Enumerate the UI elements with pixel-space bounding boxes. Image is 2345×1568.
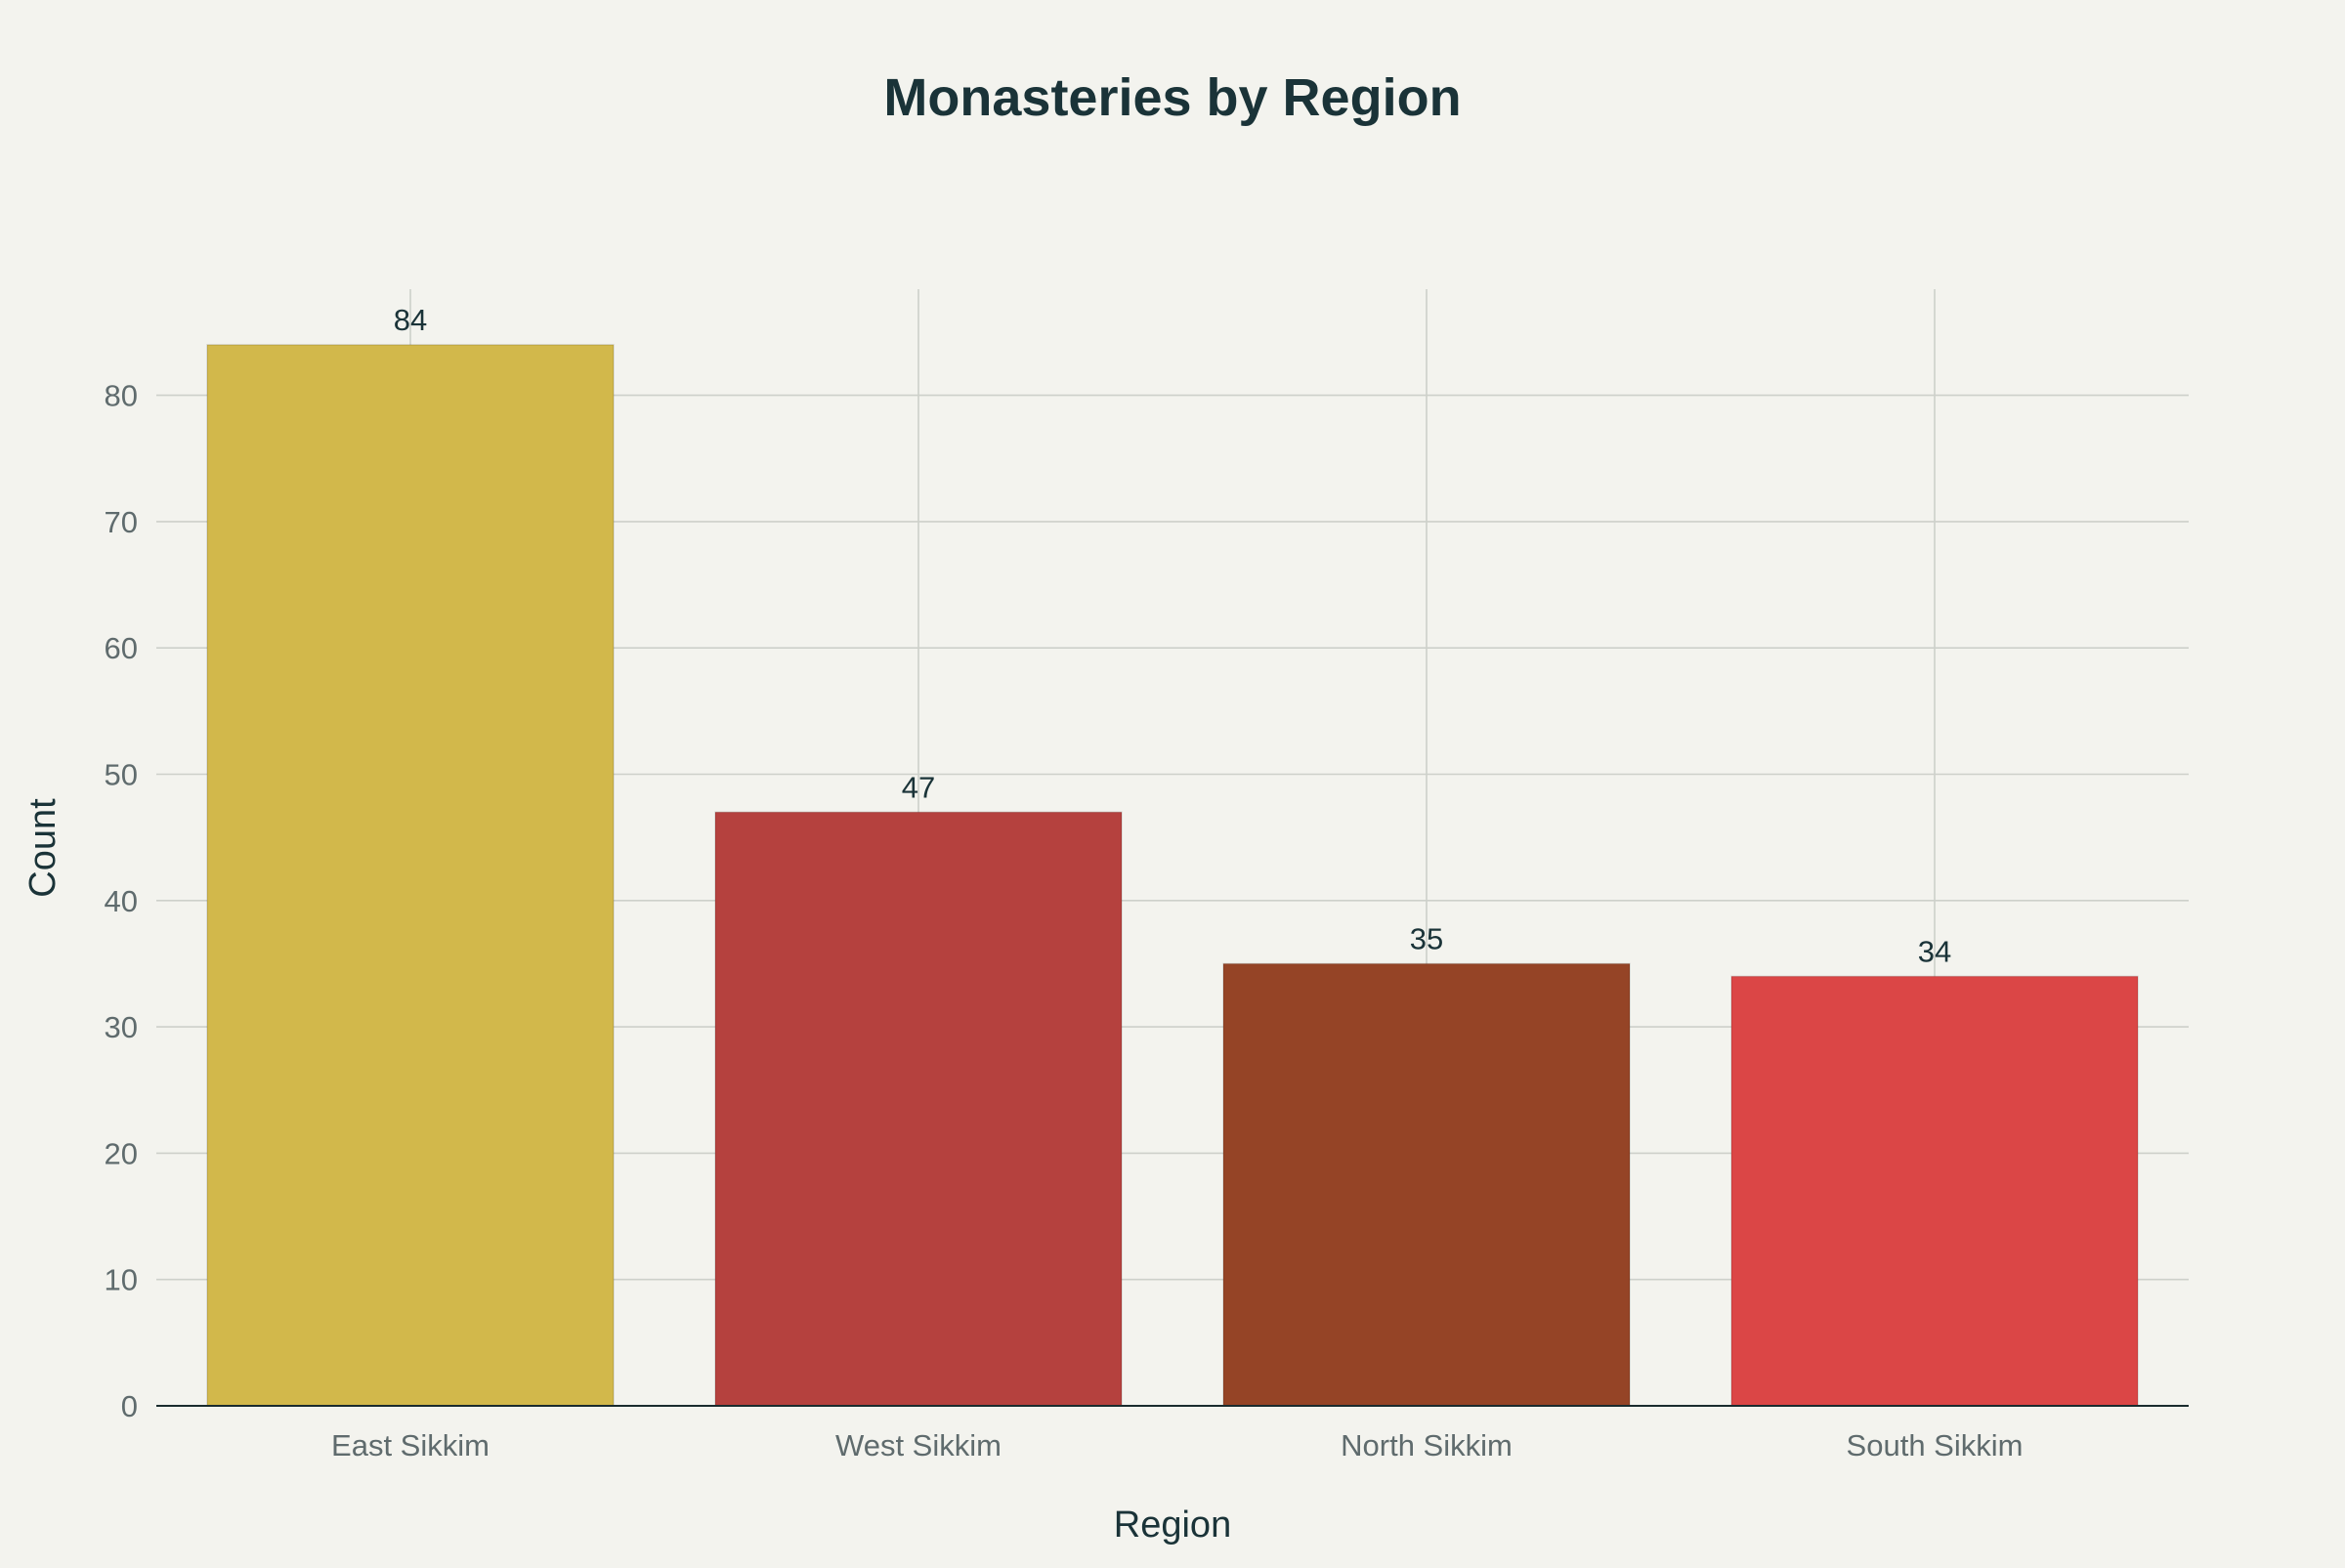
- y-tick-label: 70: [105, 505, 138, 539]
- bar-east-sikkim: [206, 344, 615, 1407]
- y-tick-label: 0: [121, 1389, 138, 1423]
- chart-title: Monasteries by Region: [883, 68, 1461, 127]
- x-tick-label: North Sikkim: [1341, 1428, 1513, 1462]
- y-tick-label: 60: [105, 631, 138, 665]
- bars-layer: [206, 344, 2139, 1407]
- x-tick-label: East Sikkim: [331, 1428, 490, 1462]
- y-tick-label: 30: [105, 1010, 138, 1044]
- x-tick-label: South Sikkim: [1847, 1428, 2024, 1462]
- y-tick-label: 80: [105, 379, 138, 413]
- data-label: 34: [1918, 934, 1951, 968]
- y-tick-labels: 0 10 20 30 40 50 60 70 80: [105, 379, 138, 1423]
- data-label: 47: [902, 770, 935, 804]
- bar-north-sikkim: [1222, 962, 1631, 1407]
- y-tick-label: 20: [105, 1136, 138, 1170]
- x-axis-title: Region: [1114, 1504, 1231, 1546]
- x-tick-label: West Sikkim: [835, 1428, 1002, 1462]
- y-tick-label: 10: [105, 1263, 138, 1297]
- data-labels-layer: 84 47 35 34: [394, 303, 1951, 968]
- bar-south-sikkim: [1730, 975, 2139, 1407]
- data-label: 35: [1410, 921, 1443, 955]
- y-axis-title: Count: [22, 798, 64, 898]
- data-label: 84: [394, 303, 427, 337]
- bar-west-sikkim: [714, 811, 1123, 1407]
- x-tick-labels: East Sikkim West Sikkim North Sikkim South …: [331, 1428, 2023, 1462]
- y-tick-label: 50: [105, 758, 138, 792]
- y-tick-label: 40: [105, 884, 138, 918]
